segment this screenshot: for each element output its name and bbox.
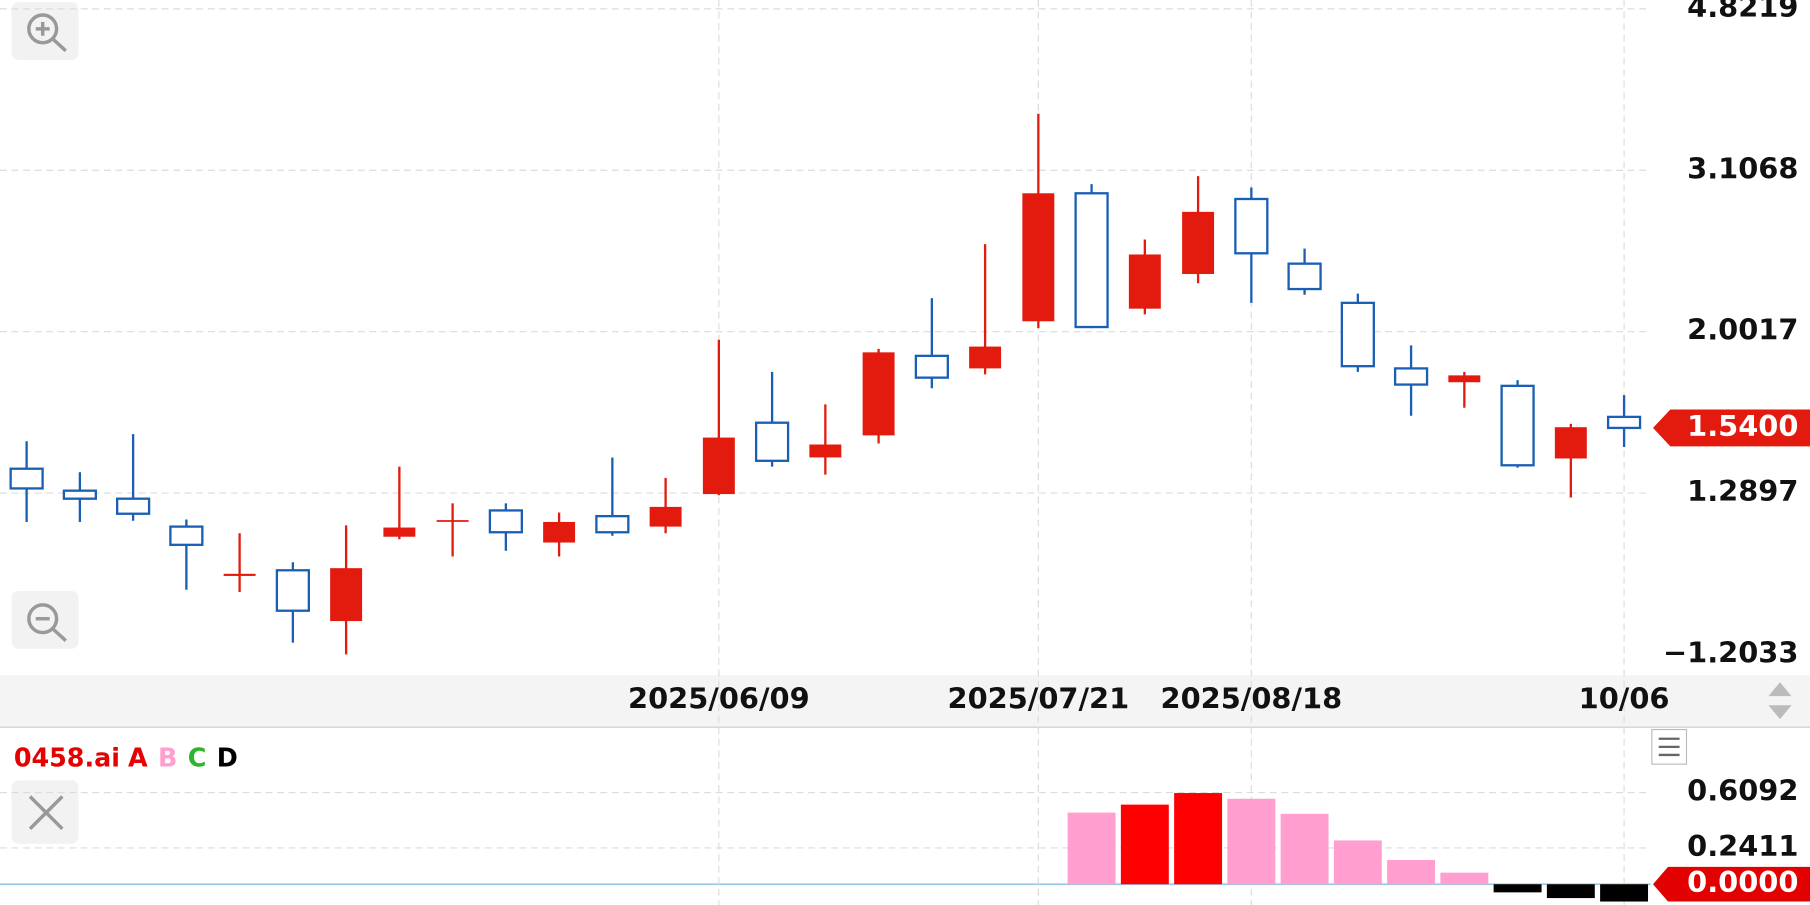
candle-body bbox=[1022, 193, 1055, 322]
candle-body bbox=[543, 521, 576, 543]
zoom-out[interactable] bbox=[11, 591, 79, 649]
zoom-in[interactable] bbox=[11, 2, 79, 61]
indicator-name: 0458.ai bbox=[14, 743, 120, 773]
bar bbox=[1387, 860, 1436, 885]
candle-body bbox=[488, 509, 523, 534]
x-tick-label: 2025/06/09 bbox=[628, 682, 810, 716]
bar bbox=[1493, 884, 1542, 893]
candle-body bbox=[809, 444, 842, 458]
menu-button[interactable] bbox=[1651, 728, 1688, 765]
legend-entry: C bbox=[188, 743, 207, 773]
y-tick-label: 0.6092 bbox=[1687, 774, 1798, 808]
candle-body bbox=[1393, 367, 1429, 386]
x-tick-label: 10/06 bbox=[1579, 682, 1670, 716]
candle-body bbox=[1182, 211, 1215, 275]
candle-body bbox=[702, 437, 735, 495]
legend-entry: B bbox=[158, 743, 177, 773]
last-price-tag bbox=[1653, 409, 1810, 447]
date-band bbox=[0, 675, 1810, 728]
candle-body bbox=[436, 520, 469, 522]
y-tick-label: 4.8219 bbox=[1687, 0, 1798, 24]
candle-body bbox=[1554, 427, 1587, 459]
candle-body bbox=[1234, 197, 1269, 255]
bar bbox=[1600, 884, 1649, 902]
scroll-arrows[interactable] bbox=[1768, 682, 1792, 720]
bar bbox=[1440, 872, 1489, 885]
candle-body bbox=[914, 354, 949, 379]
x-tick-label: 2025/08/18 bbox=[1161, 682, 1343, 716]
candle-body bbox=[649, 506, 682, 527]
bar bbox=[1227, 798, 1276, 885]
candle-body bbox=[115, 497, 151, 515]
candle-body bbox=[9, 467, 44, 490]
bar bbox=[1067, 812, 1116, 885]
candle-body bbox=[969, 346, 1002, 369]
candle-body bbox=[754, 421, 790, 462]
x-tick-label: 2025/07/21 bbox=[948, 682, 1130, 716]
bar bbox=[1333, 840, 1382, 885]
candle-body bbox=[275, 569, 310, 612]
bar bbox=[1546, 884, 1595, 899]
candle-body bbox=[595, 514, 630, 534]
candle-body bbox=[169, 525, 204, 546]
candle-body bbox=[1287, 262, 1322, 291]
last-price-label: 1.5400 bbox=[1687, 409, 1798, 443]
bar bbox=[1280, 813, 1329, 885]
y-tick-label: 0.0000 bbox=[1687, 865, 1798, 899]
candle-body bbox=[1606, 415, 1642, 430]
candle-body bbox=[383, 527, 416, 537]
close-indicator[interactable] bbox=[11, 780, 79, 844]
candle-body bbox=[62, 489, 98, 500]
candle-body bbox=[1448, 375, 1481, 383]
y-tick-label: 0.2411 bbox=[1687, 829, 1798, 863]
candle-body bbox=[1074, 192, 1109, 329]
y-tick-label: 3.1068 bbox=[1687, 151, 1798, 185]
bar bbox=[1174, 793, 1223, 885]
bar bbox=[1120, 804, 1169, 885]
legend-entry: D bbox=[217, 743, 238, 773]
zero-tag bbox=[1653, 866, 1810, 902]
candle-body bbox=[330, 568, 363, 622]
candle-body bbox=[223, 573, 256, 576]
candle-body bbox=[862, 352, 895, 436]
candle-body bbox=[1128, 254, 1161, 309]
candle-body bbox=[1500, 384, 1535, 467]
legend-entry: A bbox=[128, 743, 148, 773]
y-tick-label: 2.0017 bbox=[1687, 313, 1798, 347]
y-tick-label: 1.2897 bbox=[1687, 474, 1798, 508]
candle-body bbox=[1340, 301, 1375, 368]
y-floor-label: −1.2033 bbox=[1663, 636, 1798, 670]
